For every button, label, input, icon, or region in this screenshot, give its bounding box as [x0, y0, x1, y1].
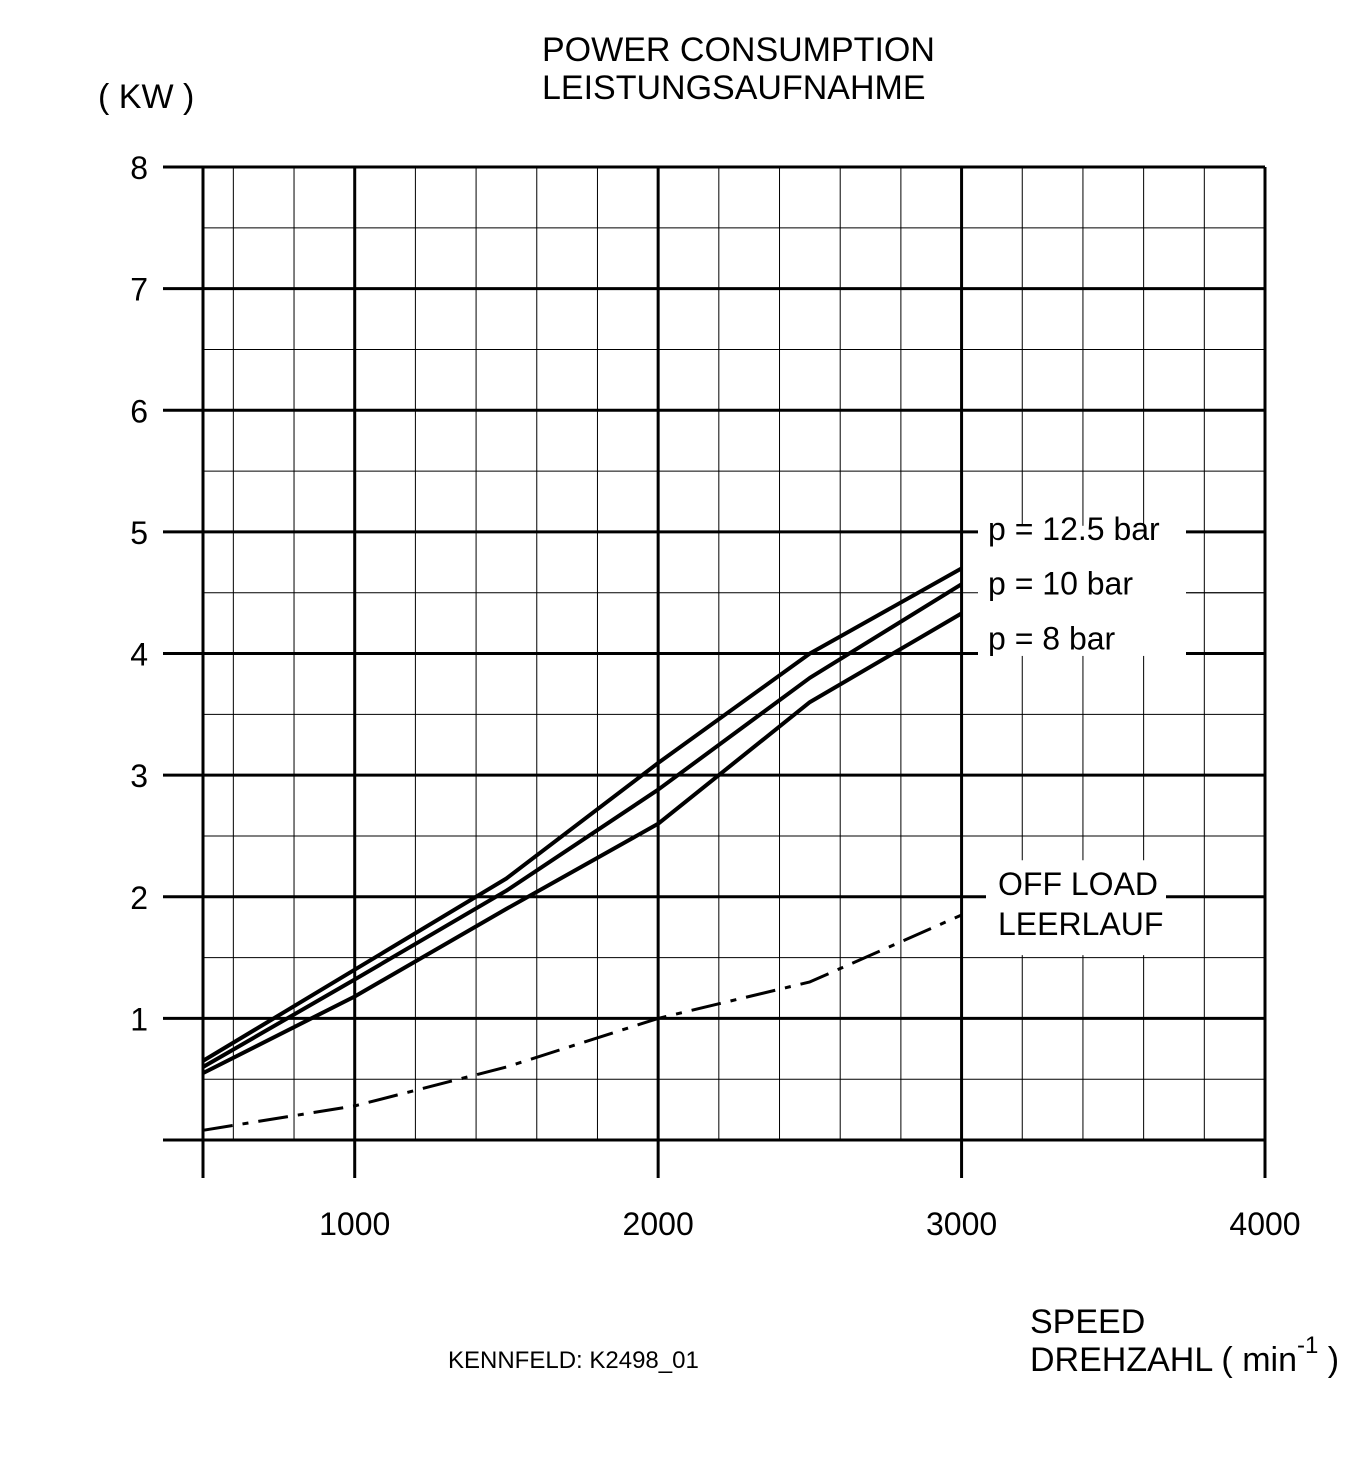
- y-tick-label: 5: [130, 515, 148, 551]
- x-tick-label: 1000: [319, 1206, 390, 1242]
- legend-entry-pressure: p = 12.5 bar: [988, 511, 1160, 547]
- y-tick-label: 2: [130, 880, 148, 916]
- y-tick-label: 3: [130, 758, 148, 794]
- tick-labels: 1 2 3 4 5 6 7 8 1000 2000 3000 4000: [130, 150, 1300, 1242]
- series-line-2: [202, 582, 963, 1069]
- x-tick-label: 3000: [926, 1206, 997, 1242]
- series-line-4: [202, 913, 963, 1132]
- y-tick-label: 7: [130, 272, 148, 308]
- y-tick-label: 8: [130, 150, 148, 186]
- x-axis-label-line2: DREHZAHL ( min-1 ): [1030, 1332, 1339, 1379]
- grid-major: [163, 165, 1267, 1178]
- x-axis-label-text: DREHZAHL ( min: [1030, 1341, 1297, 1379]
- y-tick-label: 4: [130, 637, 148, 673]
- y-tick-label: 1: [130, 1001, 148, 1037]
- x-axis-label-line1: SPEED: [1030, 1303, 1145, 1341]
- series-line-3: [202, 611, 963, 1075]
- footer-reference: KENNFELD: K2498_01: [448, 1347, 699, 1374]
- legend-entry-pressure: p = 8 bar: [988, 620, 1116, 656]
- legend-background: [978, 525, 1265, 956]
- chart-title: POWER CONSUMPTION: [542, 31, 935, 69]
- chart-subtitle: LEISTUNGSAUFNAHME: [542, 69, 926, 107]
- legend-entry-pressure: p = 10 bar: [988, 566, 1133, 602]
- legend-box-pressure: [978, 525, 1186, 656]
- x-axis-label-superscript: -1: [1297, 1332, 1318, 1359]
- legend-box-off-load: [986, 860, 1166, 956]
- x-axis-label-end: ): [1318, 1341, 1339, 1379]
- x-tick-label: 2000: [623, 1206, 694, 1242]
- series-line-1: [201, 566, 963, 1063]
- series-layer: [201, 566, 963, 1132]
- legend: p = 12.5 bar p = 10 bar p = 8 bar OFF LOAD L…: [988, 511, 1163, 942]
- y-tick-label: 6: [130, 393, 148, 429]
- y-axis-label: ( KW ): [98, 78, 194, 116]
- legend-entry-off-load: OFF LOAD: [998, 866, 1158, 902]
- legend-entry-leerlauf: LEERLAUF: [998, 906, 1163, 942]
- x-tick-label: 4000: [1229, 1206, 1300, 1242]
